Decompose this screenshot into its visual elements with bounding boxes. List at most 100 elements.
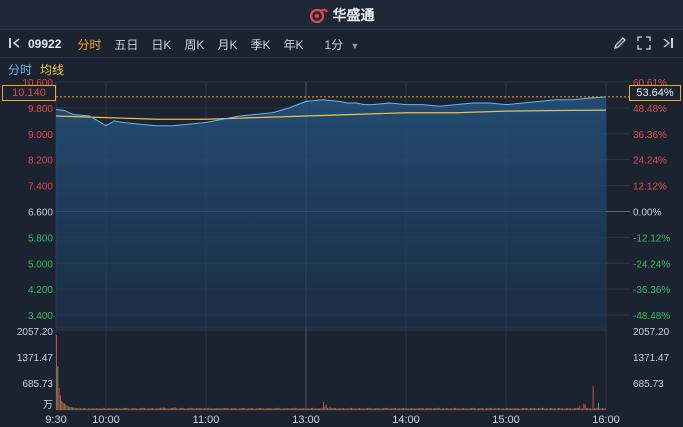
volume-bar: [352, 408, 354, 410]
volume-bar: [281, 408, 283, 410]
volume-bar: [158, 408, 160, 410]
volume-bar: [361, 408, 363, 410]
volume-bar: [583, 403, 585, 410]
panel-toggle-icon[interactable]: [661, 36, 675, 53]
price-tick-label: 9.000: [28, 130, 53, 141]
timeshare-chart[interactable]: 10.600 60.61% 9.800 48.48% 9.000 36.36% 8.200 2…: [0, 79, 683, 427]
volume-bar: [117, 408, 119, 410]
volume-bar: [593, 408, 595, 410]
volume-bar: [222, 408, 224, 410]
tab-five-day[interactable]: 五日: [114, 37, 139, 52]
volume-bar: [353, 408, 355, 410]
volume-bar: [244, 408, 246, 410]
volume-bar: [531, 408, 533, 410]
volume-bar: [68, 406, 69, 410]
volume-bar: [133, 408, 135, 410]
pencil-icon[interactable]: [613, 36, 627, 53]
volume-bar: [134, 408, 136, 410]
volume-bar: [185, 408, 187, 410]
volume-bar: [584, 404, 586, 410]
volume-bar: [226, 408, 228, 410]
volume-bar: [396, 408, 398, 410]
pct-tick-label: 0.00%: [633, 207, 661, 218]
toolbar-right-icons: [613, 36, 675, 53]
tab-day-k[interactable]: 日K: [151, 37, 172, 52]
volume-bar: [112, 408, 114, 410]
volume-bar: [533, 408, 535, 410]
volume-bar: [588, 408, 590, 410]
pct-tick-label: -12.12%: [633, 233, 670, 244]
volume-bar: [221, 408, 223, 410]
price-line: [55, 96, 607, 127]
app-header: 华盛通: [0, 0, 683, 30]
volume-bar: [121, 408, 123, 410]
volume-bar: [325, 404, 327, 410]
volume-bar: [404, 408, 406, 410]
volume-bar: [493, 408, 495, 410]
volume-bar: [328, 408, 330, 410]
brand-logo: 华盛通: [309, 5, 375, 25]
volume-bar: [200, 408, 202, 410]
volume-bar: [523, 408, 525, 410]
volume-bar: [220, 408, 222, 410]
volume-bar: [225, 407, 227, 410]
volume-bar: [97, 408, 99, 410]
legend-timeshare: 分时: [8, 62, 33, 77]
volume-bar: [288, 408, 290, 410]
volume-bar: [435, 408, 437, 410]
volume-bar: [360, 408, 362, 410]
volume-bar: [596, 407, 598, 410]
volume-bar: [93, 408, 95, 410]
volume-bar: [324, 406, 326, 410]
volume-bar: [344, 408, 346, 410]
volume-bar: [276, 408, 278, 410]
volume-bar: [230, 408, 232, 410]
volume-bar: [305, 408, 307, 410]
volume-bar: [420, 407, 422, 410]
sidebar-toggle-icon[interactable]: [8, 37, 22, 52]
volume-bar: [500, 408, 502, 410]
volume-bar: [465, 408, 467, 410]
volume-bar: [270, 408, 272, 410]
volume-bar: [278, 408, 280, 410]
volume-bar: [544, 408, 546, 410]
volume-bar: [308, 408, 310, 410]
volume-bar: [532, 408, 534, 410]
volume-bar: [416, 408, 418, 410]
tab-week-k[interactable]: 周K: [184, 37, 205, 52]
volume-bar: [432, 408, 434, 410]
volume-bar: [368, 407, 370, 410]
volume-bar: [499, 408, 501, 410]
volume-bar: [240, 408, 242, 410]
tab-month-k[interactable]: 月K: [217, 37, 238, 52]
volume-bar: [246, 408, 248, 410]
volume-bar: [512, 408, 514, 410]
tab-timeshare[interactable]: 分时: [77, 37, 102, 52]
volume-bar: [296, 408, 298, 410]
volume-bar: [597, 402, 599, 410]
volume-bar: [539, 408, 541, 410]
volume-bar: [363, 408, 364, 410]
time-tick-label: 9:30: [45, 414, 66, 426]
volume-bar: [290, 408, 292, 410]
volume-bar: [250, 408, 252, 410]
volume-bar: [564, 408, 566, 410]
volume-bar: [461, 408, 463, 410]
volume-bar: [471, 408, 473, 410]
fullscreen-icon[interactable]: [637, 36, 651, 53]
stock-code: 09922: [28, 37, 62, 51]
pct-tick-label: 48.48%: [633, 104, 667, 115]
price-tick-label: 5.800: [28, 233, 53, 244]
volume-bar: [389, 408, 391, 410]
volume-bar: [272, 408, 274, 410]
volume-bar: [168, 408, 170, 410]
pct-tick-label: -36.36%: [633, 285, 670, 296]
volume-bar: [527, 408, 529, 410]
period-select[interactable]: 1分 ▼: [324, 36, 359, 53]
volume-bar: [397, 408, 399, 410]
volume-bar: [453, 408, 455, 410]
volume-bar: [476, 408, 478, 410]
volume-bar: [285, 408, 287, 410]
tab-year-k[interactable]: 年K: [283, 37, 304, 52]
tab-season-k[interactable]: 季K: [250, 37, 271, 52]
